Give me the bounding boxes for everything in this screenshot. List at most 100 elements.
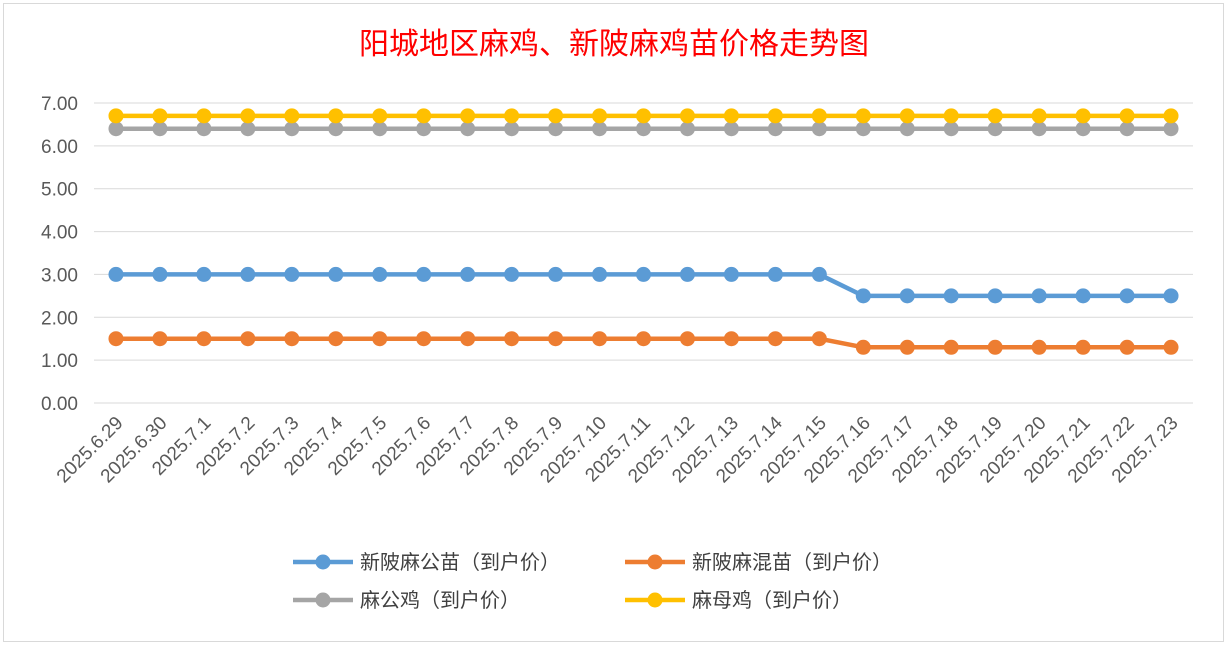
data-point xyxy=(1075,339,1091,355)
data-point xyxy=(855,339,871,355)
legend-item: 新陂麻公苗（到户价） xyxy=(293,550,560,574)
data-point xyxy=(811,121,827,137)
data-point xyxy=(987,339,1003,355)
data-point xyxy=(328,121,344,137)
data-point xyxy=(679,108,695,124)
data-point xyxy=(592,121,608,137)
data-point xyxy=(899,108,915,124)
data-point xyxy=(987,108,1003,124)
data-point xyxy=(943,108,959,124)
data-point xyxy=(196,266,212,282)
data-point xyxy=(460,108,476,124)
y-tick-label: 7.00 xyxy=(41,94,78,115)
data-point xyxy=(767,121,783,137)
legend-item: 新陂麻混苗（到户价） xyxy=(625,550,892,574)
data-point xyxy=(196,331,212,347)
legend-swatch-marker xyxy=(315,592,331,608)
data-point xyxy=(548,108,564,124)
data-point xyxy=(1163,339,1179,355)
data-point xyxy=(943,121,959,137)
data-point xyxy=(504,121,520,137)
data-point xyxy=(636,108,651,124)
data-point xyxy=(284,266,300,282)
legend-swatch-marker xyxy=(647,592,663,608)
series-1 xyxy=(108,331,1179,355)
data-point xyxy=(679,266,695,282)
data-point xyxy=(767,108,783,124)
data-point xyxy=(108,331,124,347)
data-point xyxy=(284,331,300,347)
legend-swatch-marker xyxy=(647,554,663,570)
series-2 xyxy=(108,121,1179,137)
data-point xyxy=(1075,288,1091,304)
data-point xyxy=(152,266,168,282)
data-point xyxy=(548,331,564,347)
data-point xyxy=(152,108,168,124)
data-point xyxy=(636,121,651,137)
data-point xyxy=(767,331,783,347)
legend-label: 新陂麻公苗（到户价） xyxy=(360,550,560,574)
data-point xyxy=(240,266,256,282)
y-tick-label: 2.00 xyxy=(41,308,78,329)
data-point xyxy=(1075,108,1091,124)
data-point xyxy=(679,331,695,347)
data-point xyxy=(592,331,608,347)
data-point xyxy=(943,339,959,355)
data-point xyxy=(372,121,388,137)
y-tick-label: 5.00 xyxy=(41,180,78,201)
legend: 新陂麻公苗（到户价） 新陂麻混苗（到户价） 麻公鸡（到户价） 麻母鸡（到户价） xyxy=(293,550,892,612)
data-point xyxy=(152,331,168,347)
data-point xyxy=(899,121,915,137)
data-point xyxy=(328,331,344,347)
data-point xyxy=(504,108,520,124)
data-point xyxy=(1031,108,1047,124)
data-point xyxy=(855,288,871,304)
series-layer xyxy=(108,108,1179,355)
legend-swatch-marker xyxy=(315,554,331,570)
data-point xyxy=(767,266,783,282)
data-point xyxy=(108,266,124,282)
data-point xyxy=(416,331,432,347)
data-point xyxy=(679,121,695,137)
data-point xyxy=(1119,339,1135,355)
legend-item: 麻母鸡（到户价） xyxy=(625,588,852,612)
data-point xyxy=(240,121,256,137)
data-point xyxy=(1075,121,1091,137)
data-point xyxy=(987,121,1003,137)
legend-item: 麻公鸡（到户价） xyxy=(293,588,520,612)
data-point xyxy=(1031,121,1047,137)
data-point xyxy=(416,108,432,124)
data-point xyxy=(372,331,388,347)
data-point xyxy=(987,288,1003,304)
data-point xyxy=(108,108,124,124)
data-point xyxy=(1163,108,1179,124)
data-point xyxy=(460,266,476,282)
legend-label: 麻母鸡（到户价） xyxy=(692,588,852,612)
grid-lines xyxy=(94,102,1193,404)
data-point xyxy=(328,108,344,124)
y-tick-label: 1.00 xyxy=(41,351,78,372)
y-axis-ticks: 0.00 1.00 2.00 3.00 4.00 5.00 6.00 7.00 xyxy=(41,94,78,415)
data-point xyxy=(152,121,168,137)
data-point xyxy=(723,266,739,282)
data-point xyxy=(636,266,651,282)
data-point xyxy=(1163,288,1179,304)
data-point xyxy=(899,339,915,355)
data-point xyxy=(328,266,344,282)
data-point xyxy=(240,108,256,124)
x-axis-ticks: 2025.6.292025.6.302025.7.12025.7.22025.7… xyxy=(53,412,1183,487)
data-point xyxy=(855,121,871,137)
y-tick-label: 6.00 xyxy=(41,137,78,158)
data-point xyxy=(460,121,476,137)
legend-label: 麻公鸡（到户价） xyxy=(360,588,520,612)
data-point xyxy=(636,331,651,347)
data-point xyxy=(1163,121,1179,137)
data-point xyxy=(504,266,520,282)
legend-label: 新陂麻混苗（到户价） xyxy=(692,550,892,574)
data-point xyxy=(284,108,300,124)
data-point xyxy=(504,331,520,347)
data-point xyxy=(372,108,388,124)
y-tick-label: 4.00 xyxy=(41,223,78,244)
data-point xyxy=(1031,288,1047,304)
data-point xyxy=(416,266,432,282)
